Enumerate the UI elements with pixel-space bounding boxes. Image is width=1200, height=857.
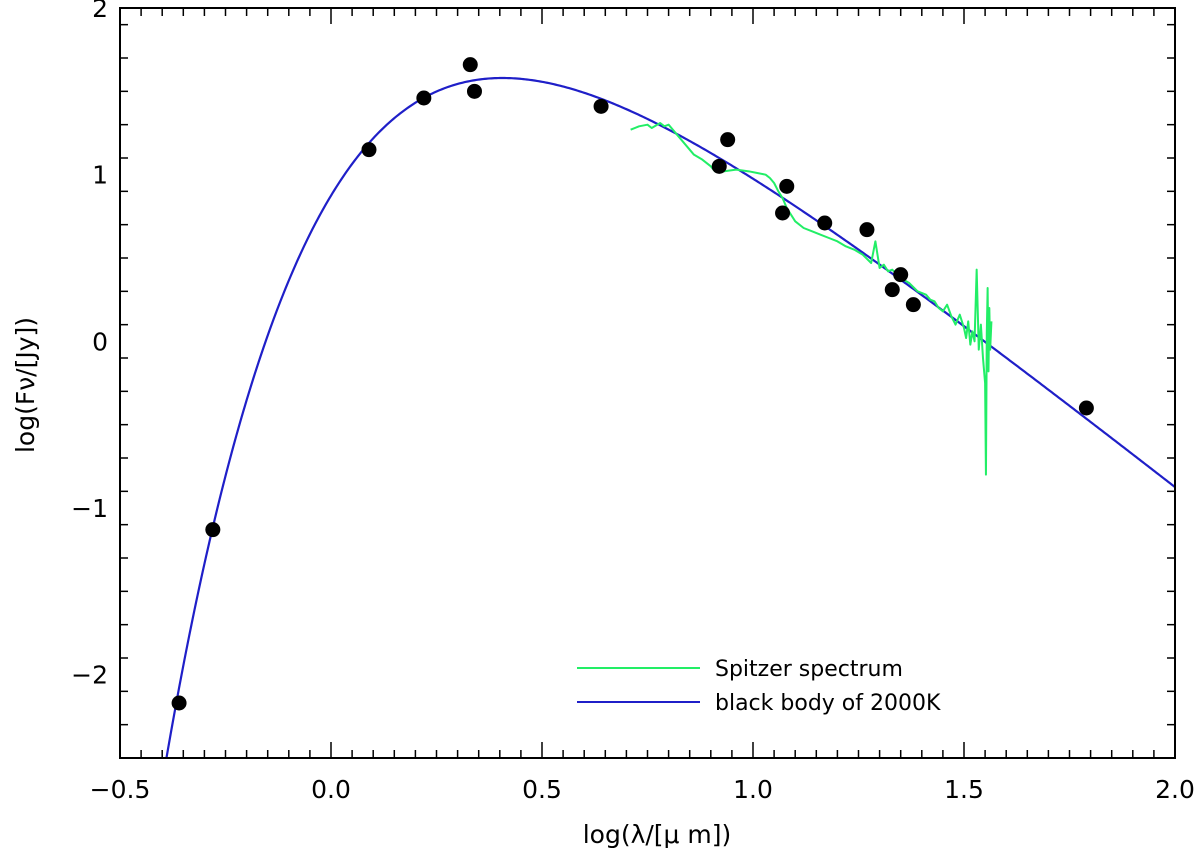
- photometry-point: [893, 267, 909, 283]
- photometry-point: [711, 158, 727, 174]
- photometry-point: [593, 98, 609, 114]
- photometry-point: [171, 695, 187, 711]
- photometry-point: [416, 90, 432, 106]
- axis-ticks: [119, 8, 1176, 759]
- photometry-point: [884, 282, 900, 298]
- photometry-point: [1078, 400, 1094, 416]
- axis-tick-labels: −0.5 0.0 0.5 1.0 1.5 2.0 −2 −1 0 1 2: [71, 0, 1195, 804]
- y-axis-title: log(Fν/[Jy]): [11, 317, 40, 453]
- x-tick-label: 0.0: [311, 775, 351, 804]
- y-tick-label: −2: [71, 661, 108, 690]
- photometry-point: [817, 215, 833, 231]
- y-tick-label: 0: [92, 327, 108, 356]
- y-tick-label: 1: [92, 161, 108, 190]
- photometry-point: [720, 132, 736, 148]
- y-tick-label: −1: [71, 494, 108, 523]
- photometry-point: [859, 222, 875, 238]
- x-tick-label: 2.0: [1155, 775, 1195, 804]
- spitzer-spectrum-line: [630, 122, 993, 476]
- blackbody-curve: [165, 76, 1175, 758]
- photometry-point: [775, 205, 791, 221]
- photometry-point: [905, 297, 921, 313]
- x-axis-title: log(λ/[μ m]): [583, 820, 732, 849]
- photometry-point: [205, 522, 221, 538]
- plot-frame: [119, 7, 1176, 759]
- legend-label-blackbody: black body of 2000K: [715, 691, 941, 716]
- photometry-point: [466, 83, 482, 99]
- photometry-point: [779, 178, 795, 194]
- photometry-point: [361, 142, 377, 158]
- x-tick-label: 1.5: [944, 775, 984, 804]
- x-tick-label: 1.0: [733, 775, 773, 804]
- y-tick-label: 2: [92, 0, 108, 23]
- legend: Spitzer spectrum black body of 2000K: [577, 657, 941, 716]
- photometry-point: [462, 57, 478, 73]
- x-tick-label: −0.5: [90, 775, 151, 804]
- x-tick-label: 0.5: [522, 775, 562, 804]
- legend-label-spitzer: Spitzer spectrum: [715, 657, 903, 682]
- plot-content: [165, 57, 1175, 758]
